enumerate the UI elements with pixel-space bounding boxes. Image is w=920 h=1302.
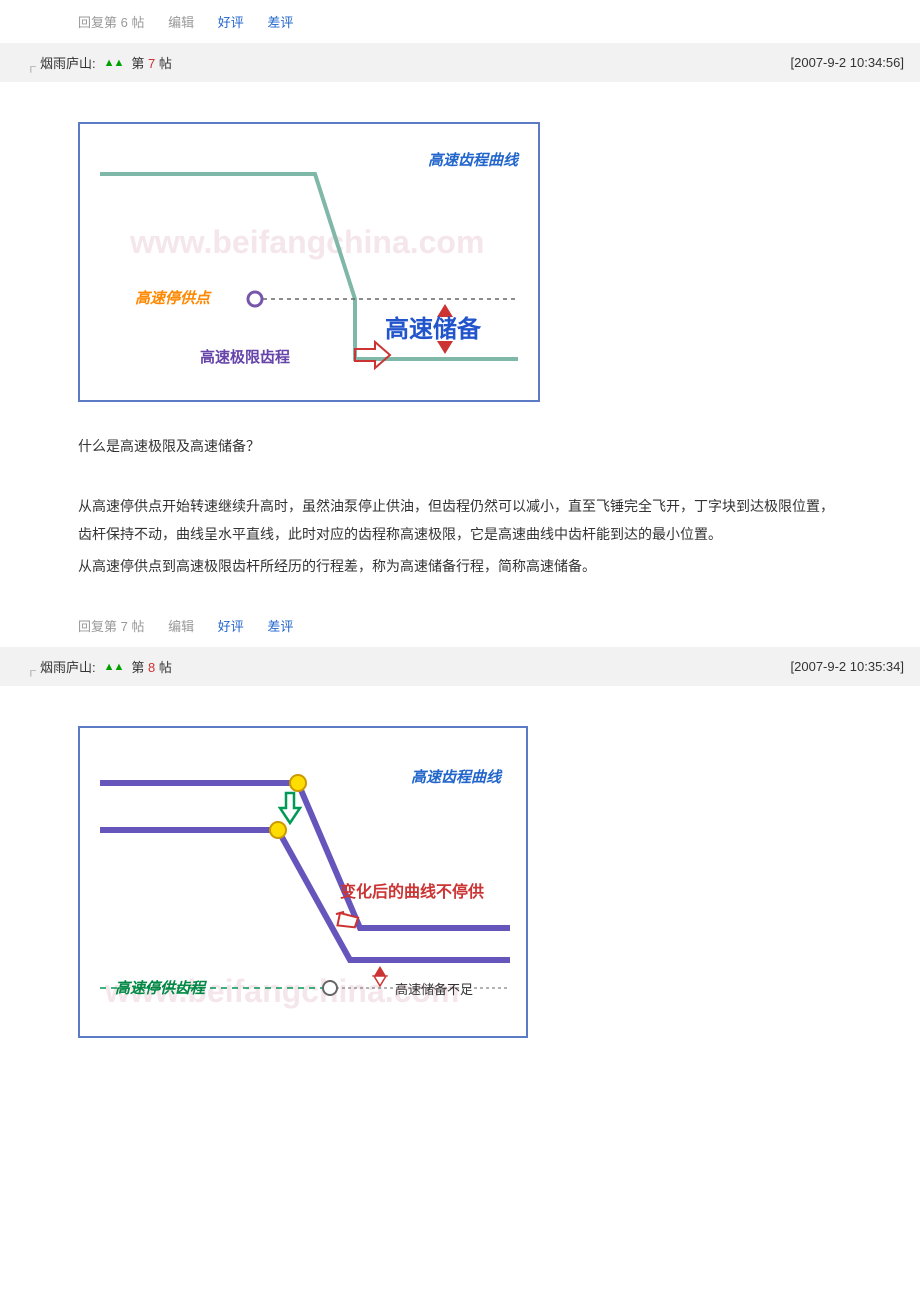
reply-label: 回复第 6 帖 xyxy=(78,15,144,30)
diagram-2: www.beifangchina.com xyxy=(78,726,528,1038)
reply-label: 回复第 7 帖 xyxy=(78,619,144,634)
post-timestamp: [2007-9-2 10:34:56] xyxy=(791,55,904,70)
rank-triangles-icon: ▲▲ xyxy=(104,661,124,673)
diagram-1: www.beifangchina.com 高速齿程曲线 高速停供点 高速极限齿程… xyxy=(78,122,540,402)
rank-triangles-icon: ▲▲ xyxy=(104,57,124,69)
limit-label: 高速极限齿程 xyxy=(200,346,290,367)
header-mark-icon xyxy=(26,663,36,677)
post-number: 第 7 帖 xyxy=(131,53,171,72)
good-rating-link[interactable]: 好评 xyxy=(218,15,244,30)
username[interactable]: 烟雨庐山: xyxy=(40,53,96,72)
username[interactable]: 烟雨庐山: xyxy=(40,657,96,676)
changed-label: 变化后的曲线不停供 xyxy=(340,878,484,902)
insufficient-label: 高速储备不足 xyxy=(395,979,473,998)
edit-link[interactable]: 编辑 xyxy=(168,619,194,634)
post8-body: www.beifangchina.com xyxy=(0,686,920,1088)
post7-header: 烟雨庐山: ▲▲ 第 7 帖 [2007-9-2 10:34:56] xyxy=(0,43,920,82)
post7-body: www.beifangchina.com 高速齿程曲线 高速停供点 高速极限齿程… xyxy=(0,82,920,604)
post8-header: 烟雨庐山: ▲▲ 第 8 帖 [2007-9-2 10:35:34] xyxy=(0,647,920,686)
curve-label: 高速齿程曲线 xyxy=(411,766,501,787)
bad-rating-link[interactable]: 差评 xyxy=(267,619,293,634)
paragraph-1: 从高速停供点开始转速继续升高时，虽然油泵停止供油，但齿程仍然可以减小，直至飞锤完… xyxy=(78,492,842,548)
stop-limit-label: 高速停供齿程 xyxy=(115,977,205,998)
header-mark-icon xyxy=(26,59,36,73)
post6-footer: 回复第 6 帖 编辑 好评 差评 xyxy=(0,0,920,43)
post7-footer: 回复第 7 帖 编辑 好评 差评 xyxy=(0,604,920,647)
reserve-label: 高速储备 xyxy=(385,309,481,344)
post-number: 第 8 帖 xyxy=(131,657,171,676)
good-rating-link[interactable]: 好评 xyxy=(218,619,244,634)
stop-point-label: 高速停供点 xyxy=(135,287,210,308)
bad-rating-link[interactable]: 差评 xyxy=(267,15,293,30)
question-text: 什么是高速极限及高速储备？ xyxy=(78,432,842,460)
edit-link[interactable]: 编辑 xyxy=(168,15,194,30)
post7-text: 什么是高速极限及高速储备？ 从高速停供点开始转速继续升高时，虽然油泵停止供油，但… xyxy=(78,432,842,580)
paragraph-2: 从高速停供点到高速极限齿杆所经历的行程差，称为高速储备行程，简称高速储备。 xyxy=(78,552,842,580)
curve-label: 高速齿程曲线 xyxy=(428,149,518,170)
post-timestamp: [2007-9-2 10:35:34] xyxy=(791,659,904,674)
